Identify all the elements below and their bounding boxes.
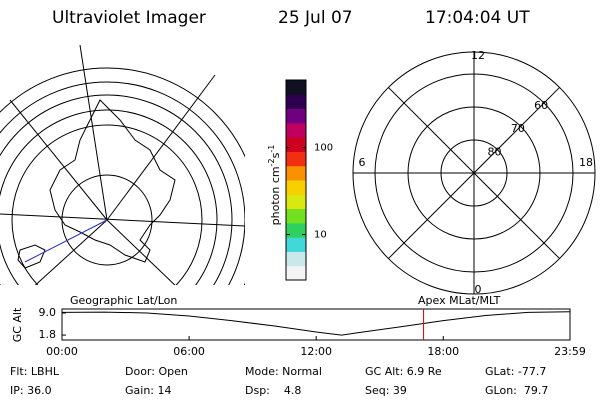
colorbar-swatch [286,194,306,210]
mlt-label: 18 [579,156,593,169]
date: 25 Jul 07 [278,8,353,28]
timeline-right-label: Apex MLat/MLT [418,294,501,307]
colorbar-frame [285,79,307,281]
geo-map [0,45,245,285]
status-field: GLat: -77.7 [485,365,546,378]
colorbar-swatch [286,208,306,224]
colorbar-swatch [286,137,306,152]
lat-ring [374,73,574,273]
mlt-label: 0 [475,283,482,296]
y-tick-label: 9.0 [39,306,57,319]
colorbar-tick-label: 10 [314,230,327,241]
timeline-ylabel: GC Alt [11,307,24,342]
status-field: Dsp: 4.8 [245,384,301,397]
colorbar-swatch [286,222,306,238]
colorbar-swatch [286,151,306,167]
colorbar-swatch [286,94,306,110]
lat-label: 80 [488,145,502,158]
title: Ultraviolet Imager [52,8,206,28]
colorbar-swatch [286,180,306,195]
status-field: IP: 36.0 [10,384,52,397]
time: 17:04:04 UT [425,8,530,28]
colorbar-label-part: -1 [267,145,276,153]
footer: Flt: LBHL Door: Open Mode: Normal GC Alt: 6… [10,365,548,397]
lat-ring [440,139,508,207]
lat-label: 70 [511,122,525,135]
mlt-label: 6 [359,156,366,169]
status-field: GC Alt: 6.9 Re [365,365,442,378]
x-tick-label: 06:00 [173,345,205,358]
colorbar-label-part: photon cm [269,166,282,225]
colorbar-swatch [286,237,306,252]
colorbar-swatch [286,265,306,281]
x-tick-label: 00:00 [46,345,78,358]
mlt-label: 12 [471,49,485,62]
status-field: Door: Open [125,365,188,378]
colorbar: 10 100 photon cm-2s-1 [267,79,333,281]
status-field: Mode: Normal [245,365,322,378]
colorbar-swatch [286,251,306,267]
status-field: Flt: LBHL [10,365,60,378]
x-tick-label: 18:00 [427,345,459,358]
colorbar-swatch [286,122,306,138]
colorbar-label-part: -2 [267,158,276,166]
lat-label: 60 [534,99,548,112]
timeline-left-label: Geographic Lat/Lon [70,294,177,307]
colorbar-swatch [286,108,306,124]
altitude-line [61,311,571,336]
status-field: Gain: 14 [125,384,172,397]
lat-ring [407,106,541,240]
colorbar-tick-label: 100 [314,143,333,154]
status-field: GLon: 79.7 [485,384,548,397]
timeline: 00:00 06:00 12:00 18:00 23:59 9.0 1.8 [39,306,586,358]
status-field: Seq: 39 [365,384,407,397]
y-tick-label: 1.8 [39,328,57,341]
colorbar-swatch [286,165,306,181]
x-tick-label: 23:59 [554,345,586,358]
timeline-frame [61,308,571,341]
polar-axis [388,87,560,259]
colorbar-label: photon cm-2s-1 [267,145,282,226]
colorbar-swatch [286,80,306,95]
colorbar-label-part: s [269,152,282,158]
x-tick-label: 12:00 [300,345,332,358]
